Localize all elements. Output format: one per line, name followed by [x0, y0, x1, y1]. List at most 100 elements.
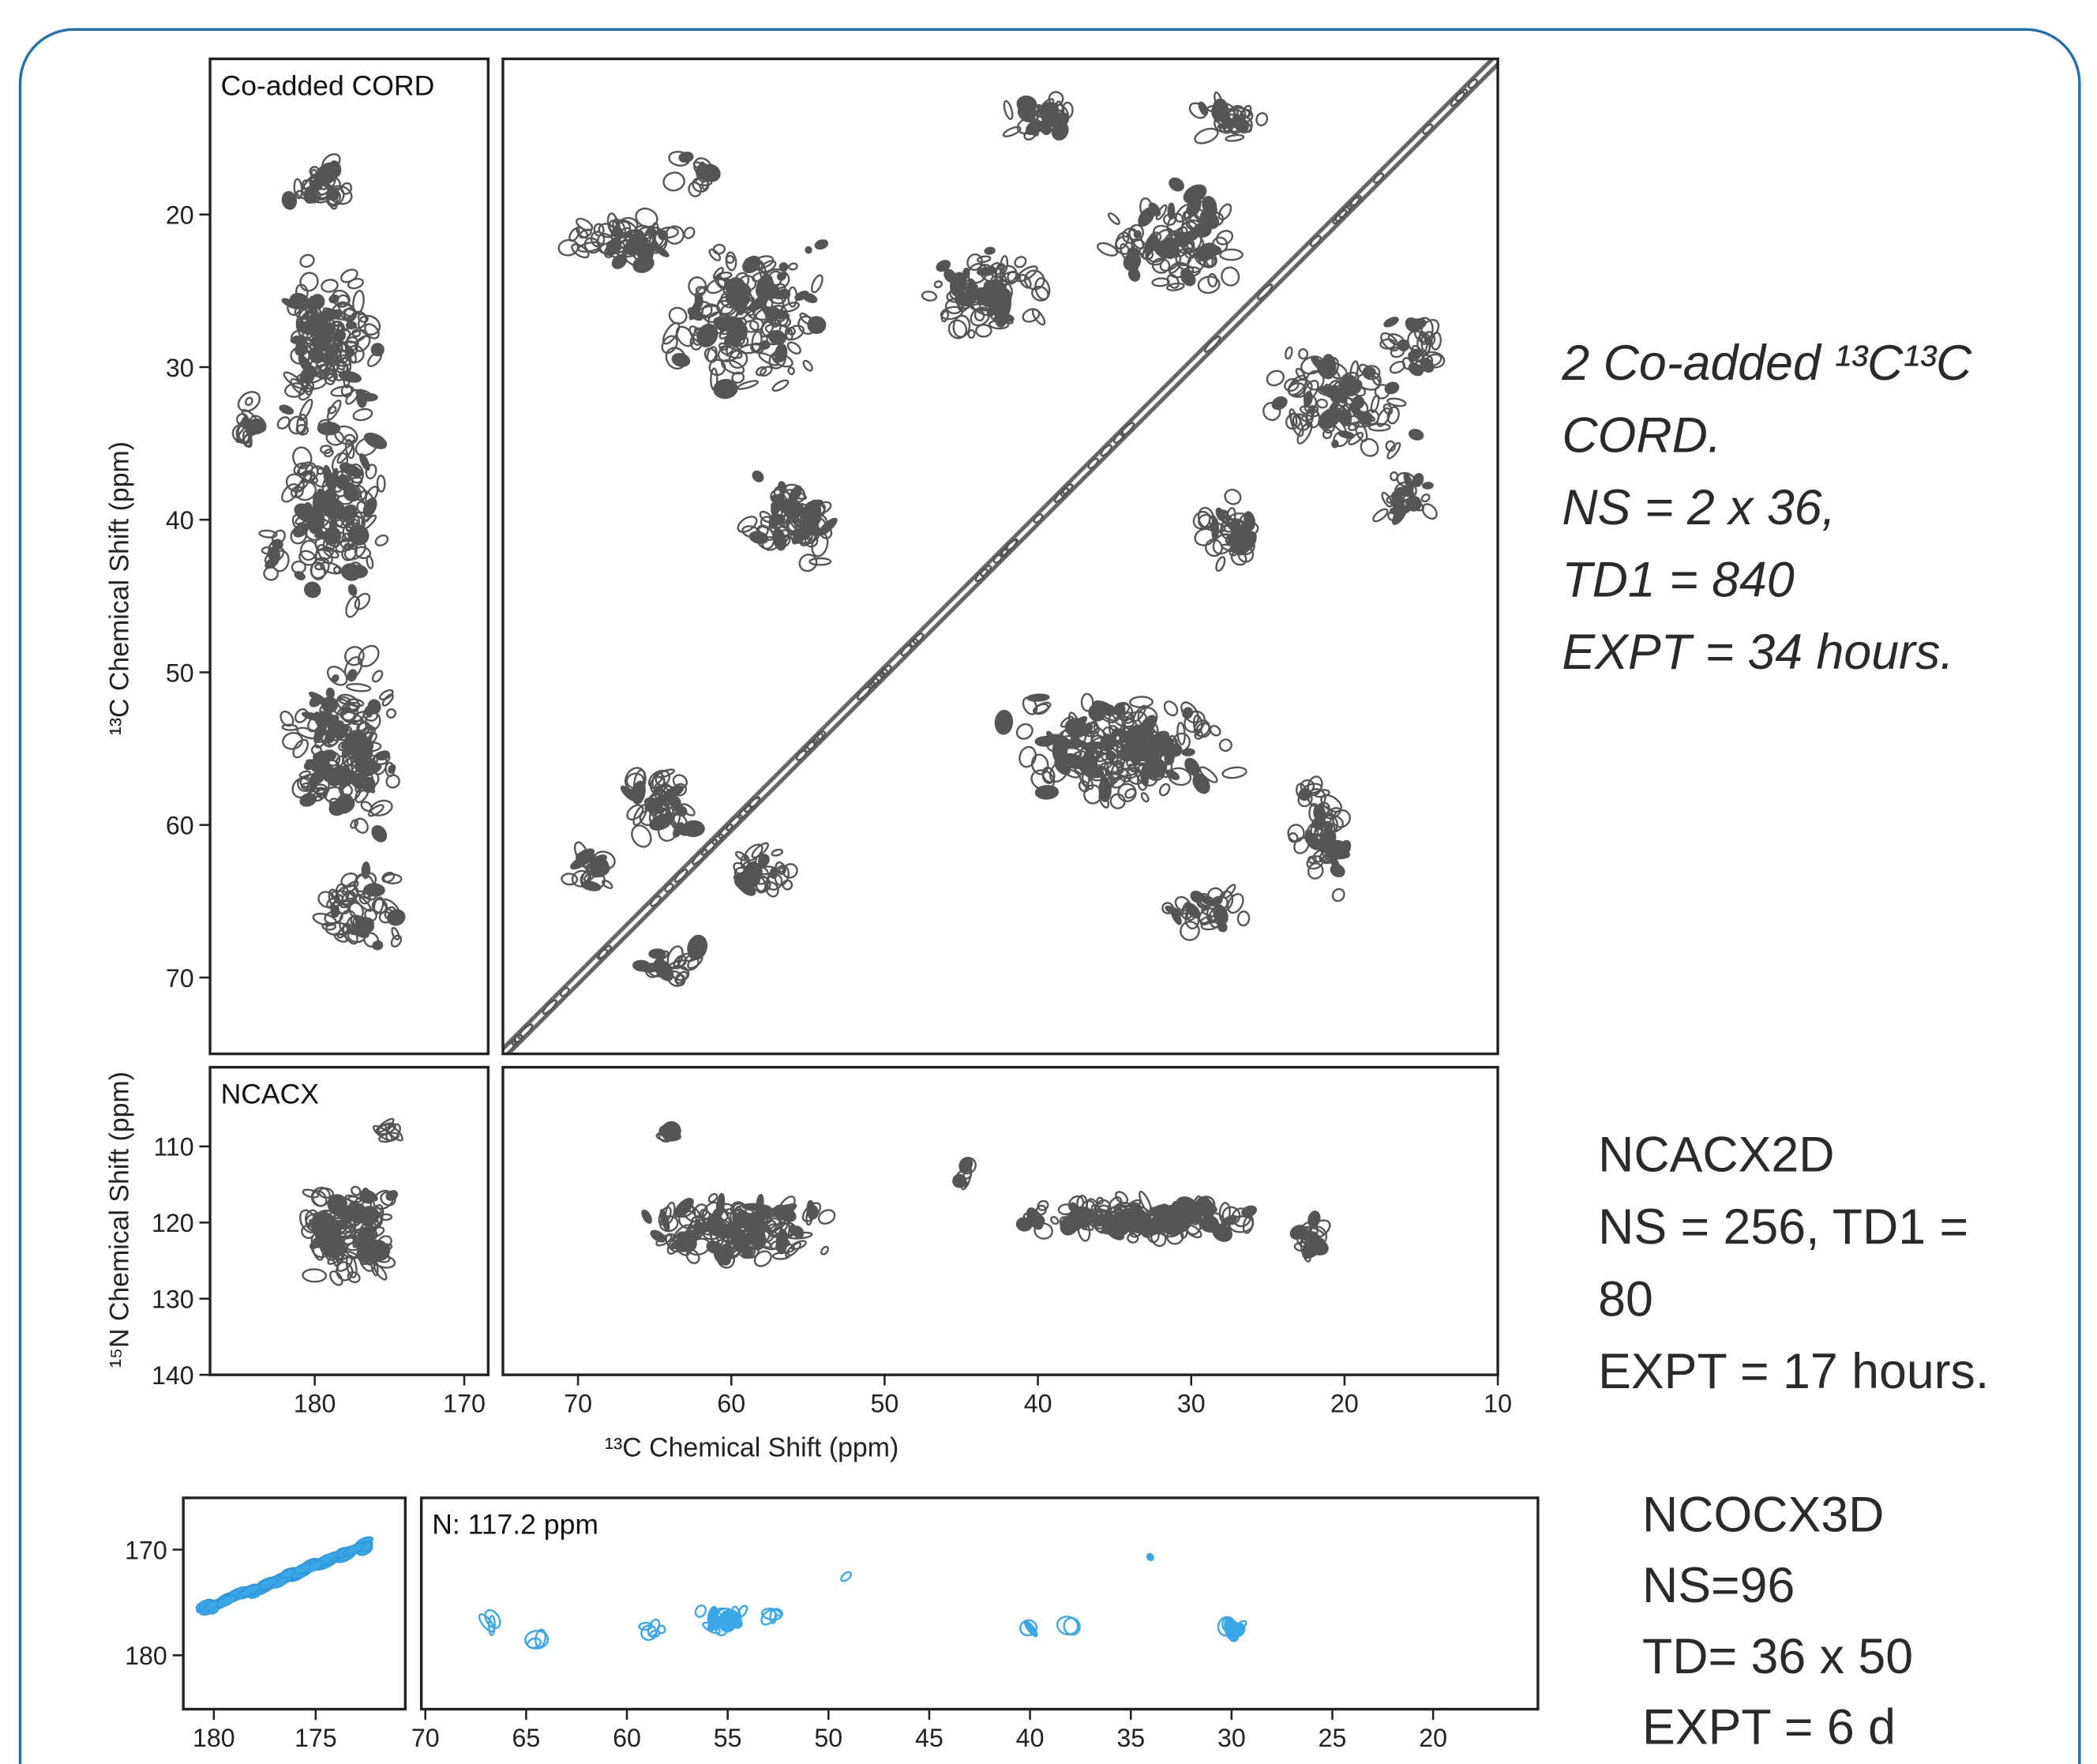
contour [378, 689, 394, 700]
y-tick-label: 170 [125, 1536, 167, 1564]
x-tick-label: 40 [1024, 1390, 1052, 1418]
contour [557, 238, 580, 257]
contour [648, 948, 666, 959]
contour [1003, 99, 1014, 120]
contour [808, 557, 832, 566]
y-tick-label: 50 [166, 659, 194, 687]
x-tick-label: 180 [294, 1390, 336, 1418]
contour [1225, 133, 1245, 142]
contour [741, 1244, 754, 1258]
contour [1307, 775, 1323, 797]
contour [353, 893, 373, 912]
contour [1358, 363, 1371, 375]
contour [1217, 510, 1234, 527]
contour [671, 353, 691, 367]
spectrum [478, 1552, 1247, 1650]
contour [1188, 102, 1207, 119]
panel-border [208, 1065, 490, 1376]
contour [344, 646, 365, 666]
contour [321, 334, 336, 347]
contour [1033, 103, 1045, 118]
contour [737, 516, 758, 533]
contour [1421, 503, 1438, 520]
contour [668, 306, 688, 325]
contour [760, 1226, 771, 1242]
contour [1165, 248, 1180, 260]
y-tick-label: 120 [152, 1209, 194, 1237]
contour [706, 346, 718, 362]
contour [347, 1195, 365, 1206]
contour [729, 1609, 738, 1630]
contour [329, 321, 346, 338]
contour [1172, 1224, 1183, 1235]
contour [978, 264, 997, 283]
contour [1022, 696, 1038, 715]
contour [782, 483, 806, 504]
contour [1041, 98, 1055, 111]
contour [276, 416, 291, 430]
contour [391, 926, 400, 940]
contour [800, 524, 811, 539]
contour [1180, 269, 1196, 287]
contour [968, 278, 979, 295]
contour [658, 1206, 672, 1225]
contour [881, 664, 892, 676]
contour [576, 859, 600, 871]
contour [1217, 203, 1232, 221]
contour [1002, 126, 1022, 137]
contour [602, 879, 613, 890]
contour [1118, 748, 1137, 762]
contour [742, 298, 756, 317]
contour [1205, 1202, 1217, 1213]
contour [1106, 760, 1119, 775]
contour [313, 787, 330, 798]
contour [1420, 332, 1431, 354]
contour [1023, 1620, 1038, 1638]
y-tick-label: 70 [166, 964, 194, 993]
contour [312, 498, 327, 515]
contour [336, 1245, 347, 1255]
contour [817, 1209, 836, 1225]
contour [786, 489, 808, 501]
contour [870, 671, 886, 687]
contour [1204, 213, 1213, 223]
contour [1298, 348, 1309, 360]
contour [989, 275, 1004, 293]
contour [317, 544, 333, 565]
contour [708, 248, 722, 261]
contour [933, 280, 943, 289]
y-tick-label: 180 [125, 1642, 167, 1670]
contour [1412, 473, 1424, 487]
contour [1108, 212, 1120, 225]
contour [617, 250, 638, 258]
contour [359, 392, 378, 402]
contour [1030, 126, 1040, 137]
contour [1162, 213, 1176, 226]
contour [1146, 1552, 1154, 1562]
contour [1041, 767, 1056, 785]
contour [719, 317, 737, 336]
contour [811, 274, 823, 294]
contour [645, 798, 664, 814]
panel-border [501, 1065, 1499, 1376]
contour [304, 581, 321, 599]
contour [1381, 491, 1393, 508]
contour [1207, 272, 1218, 287]
contour [1018, 745, 1037, 768]
frame [18, 28, 2081, 1764]
contour [755, 876, 771, 893]
contour [774, 343, 788, 363]
contour [297, 775, 313, 793]
contour [673, 1231, 694, 1252]
contour [672, 774, 688, 789]
contour [665, 347, 687, 370]
contour [1285, 346, 1293, 360]
contour [1186, 204, 1197, 216]
contour [1293, 1241, 1312, 1252]
note-line: TD1 = 840 [1562, 552, 1794, 607]
contour [688, 296, 703, 321]
contour [737, 380, 760, 390]
contour [362, 497, 377, 518]
contour [734, 870, 760, 891]
contour [1310, 1234, 1323, 1251]
